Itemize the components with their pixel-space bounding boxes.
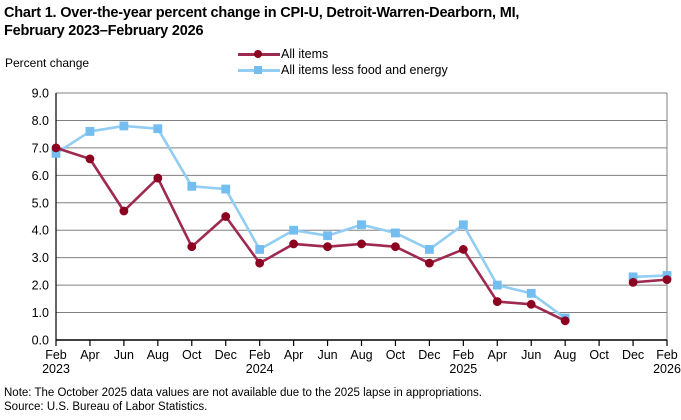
note-text: Note: The October 2025 data values are n… [4,387,483,399]
data-point-marker [153,124,163,134]
legend-item-all-items: All items [238,46,448,62]
x-axis-tick-label-month: Aug [350,348,372,362]
data-point-marker [323,242,332,252]
data-point-marker [153,173,163,183]
plot-frame [55,92,668,340]
y-axis-tick-label: 5.0 [32,196,49,210]
chart-title-line-2: February 2023–February 2026 [4,23,204,39]
series-group [51,121,672,326]
x-axis-tick-label-month: Dec [418,348,440,362]
data-point-marker [221,184,231,194]
chart-legend: All items All items less food and energy [238,46,448,78]
x-axis-tick-label-month: Apr [488,348,507,362]
x-axis-tick-label-month: Feb [453,348,475,362]
x-axis-tick-label-month: Apr [80,348,99,362]
legend-item-all-items-less-food-and-energy: All items less food and energy [238,62,448,78]
y-axis-tick-label: 6.0 [32,169,49,183]
data-point-marker [560,316,570,326]
series-line [54,146,567,323]
data-point-marker [187,242,197,252]
data-point-marker [221,212,231,221]
data-point-marker [492,297,502,306]
y-axis-tick-label: 2.0 [32,279,49,293]
data-point-marker [289,239,299,249]
data-point-marker [323,231,332,241]
series-all-items [51,143,672,326]
x-axis-tick-label-month: Jun [114,348,134,362]
y-axis-tick-label: 4.0 [32,224,49,238]
x-axis-tick-label-month: Oct [386,348,406,362]
x-axis-tick-label-month: Dec [622,348,644,362]
gridlines [56,92,667,314]
data-point-marker [289,225,299,235]
y-axis-tick-label: 9.0 [32,87,49,101]
y-axis-title: Percent change [5,56,90,70]
x-axis-tick-label-month: Feb [249,348,271,362]
data-point-marker [85,154,95,164]
legend-label-all-items-less-food-and-energy: All items less food and energy [281,63,448,77]
data-point-marker [255,258,265,268]
data-point-marker [424,245,434,254]
data-point-marker [119,121,129,131]
series-line [54,124,567,320]
legend-label-all-items: All items [281,47,329,61]
series-all-items-less-food-and-energy [51,121,672,323]
data-point-marker [357,220,366,230]
data-point-marker [51,143,61,153]
legend-swatch-all-items [238,47,280,61]
x-axis-tick-label-month: Oct [589,348,609,362]
y-axis-tick-label: 3.0 [32,251,49,265]
data-point-marker [357,239,366,249]
data-point-marker [526,299,536,309]
data-point-marker [255,245,265,254]
source-text: Source: U.S. Bureau of Labor Statistics. [4,401,208,413]
data-point-marker [391,242,400,252]
data-point-marker [391,228,400,238]
y-axis-tick-label: 1.0 [32,306,49,320]
data-point-marker [187,181,197,191]
data-point-marker [119,206,129,216]
data-point-marker [628,277,638,287]
x-axis-tick-label-month: Apr [284,348,303,362]
x-axis-tick-label-month: Feb [45,348,67,362]
y-axis-tick-label: 7.0 [32,141,49,155]
x-axis-tick-label-month: Oct [182,348,202,362]
y-axis-tick-labels: 9.0 8.0 7.0 6.0 5.0 4.0 3.0 2.0 1.0 0.0 [32,87,49,348]
chart-title-line-1: Chart 1. Over-the-year percent change in… [4,5,520,21]
x-axis-tick-label-month: Aug [554,348,576,362]
data-point-marker [458,245,468,254]
legend-swatch-all-items-less-food-and-energy [238,63,280,77]
data-point-marker [458,220,468,230]
data-point-marker [662,275,672,285]
data-point-marker [526,288,536,298]
series-line [631,278,669,284]
x-axis-tick-label-month: Jun [521,348,541,362]
y-axis-tick-label: 8.0 [32,114,49,128]
x-axis-tick-label-month: Feb [656,348,678,362]
x-axis-tick-label-month: Dec [215,348,237,362]
data-point-marker [424,258,434,268]
data-point-marker [85,127,95,136]
x-axis-tick-label-year: 2023 [42,362,70,376]
x-axis-tick-label-month: Aug [147,348,169,362]
data-point-marker [492,280,502,290]
chart-notes: Note: The October 2025 data values are n… [4,386,482,414]
x-axis-tick-label-year: 2024 [246,362,274,376]
x-axis-tick-label-year: 2025 [449,362,477,376]
page-title: Chart 1. Over-the-year percent change in… [4,4,664,40]
series-line [631,274,669,279]
x-axis-tick-label-year: 2026 [653,362,681,376]
y-axis-tick-label: 0.0 [32,334,49,348]
x-axis-tick-label-month: Jun [317,348,337,362]
